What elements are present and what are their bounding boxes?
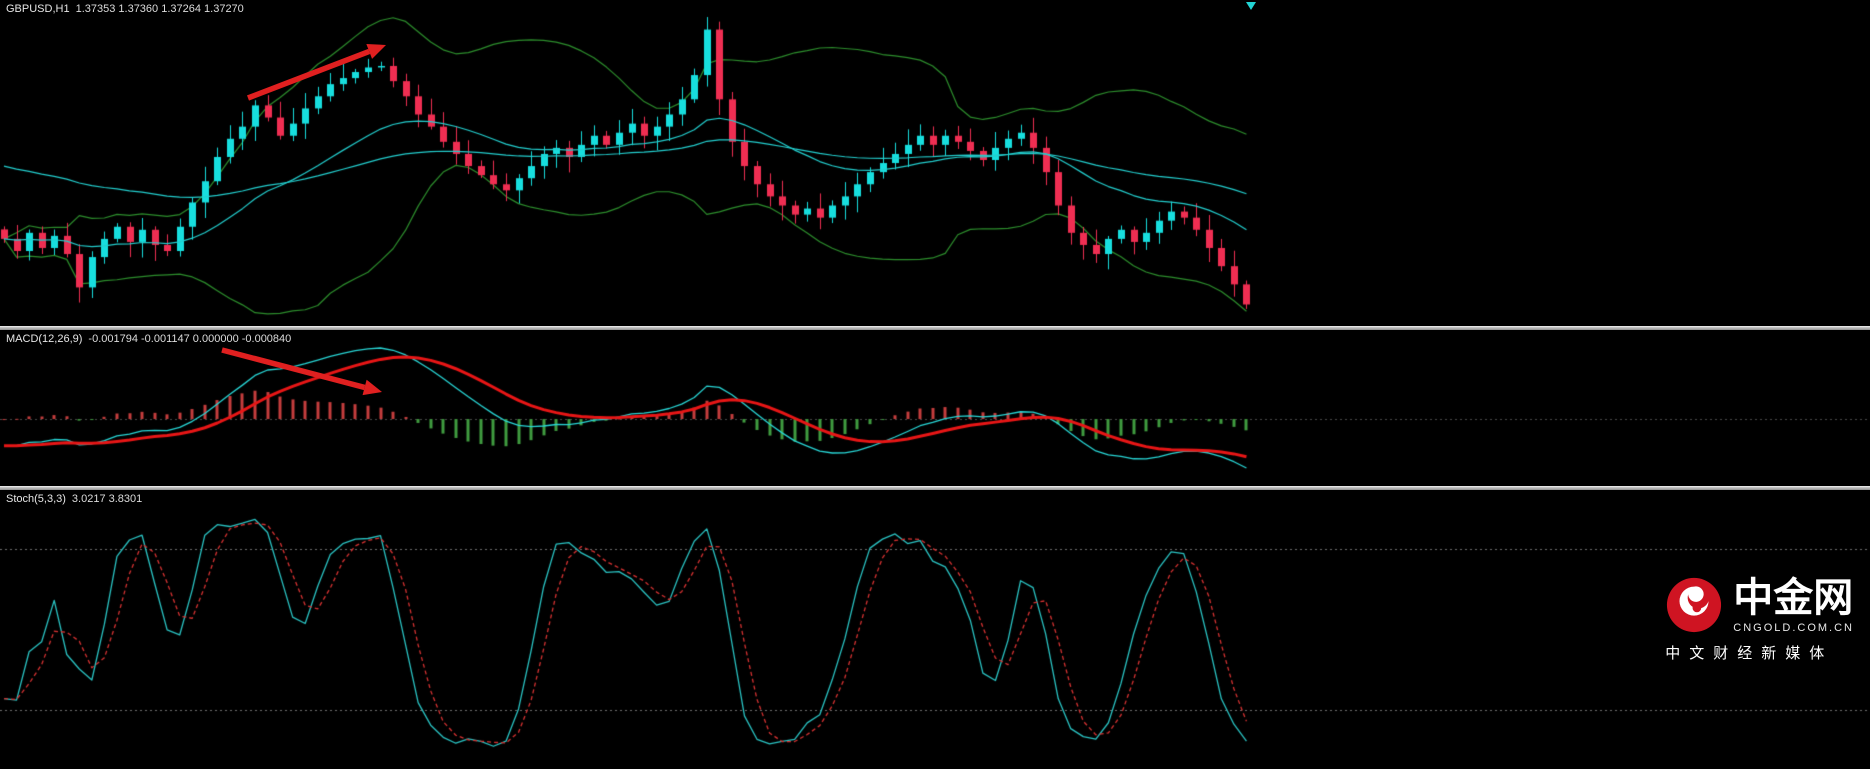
symbol-text: GBPUSD,H1 xyxy=(6,3,70,15)
chart-shift-marker[interactable] xyxy=(1246,2,1256,10)
stoch-name: Stoch(5,3,3) xyxy=(6,493,66,505)
watermark-tagline: 中文财经新媒体 xyxy=(1665,645,1834,662)
stoch-values: 3.0217 3.8301 xyxy=(71,493,143,505)
watermark-title: 中金网 xyxy=(1733,576,1854,620)
symbol-label: GBPUSD,H1 1.37353 1.37360 1.37264 1.37270 xyxy=(6,3,244,15)
macd-label: MACD(12,26,9) -0.001794 -0.001147 0.00000… xyxy=(6,333,291,345)
cngold-logo-icon xyxy=(1665,576,1723,634)
macd-chart-canvas[interactable] xyxy=(0,330,1870,486)
cngold-watermark: 中金网 CNGOLD.COM.CN 中文财经新媒体 xyxy=(1665,576,1854,663)
quote-text: 1.37353 1.37360 1.37264 1.37270 xyxy=(75,3,244,15)
stochastic-panel: Stoch(5,3,3) 3.0217 3.8301 xyxy=(0,490,1870,769)
stoch-label: Stoch(5,3,3) 3.0217 3.8301 xyxy=(6,493,142,505)
panel-splitter[interactable] xyxy=(0,326,1870,330)
panel-splitter[interactable] xyxy=(0,486,1870,490)
macd-panel: MACD(12,26,9) -0.001794 -0.001147 0.00000… xyxy=(0,330,1870,486)
watermark-domain: CNGOLD.COM.CN xyxy=(1733,622,1854,634)
price-panel: GBPUSD,H1 1.37353 1.37360 1.37264 1.37270 xyxy=(0,0,1870,326)
price-chart-canvas[interactable] xyxy=(0,0,1870,326)
macd-name: MACD(12,26,9) xyxy=(6,333,83,345)
stochastic-chart-canvas[interactable] xyxy=(0,490,1870,769)
macd-values: -0.001794 -0.001147 0.000000 -0.000840 xyxy=(88,333,292,345)
